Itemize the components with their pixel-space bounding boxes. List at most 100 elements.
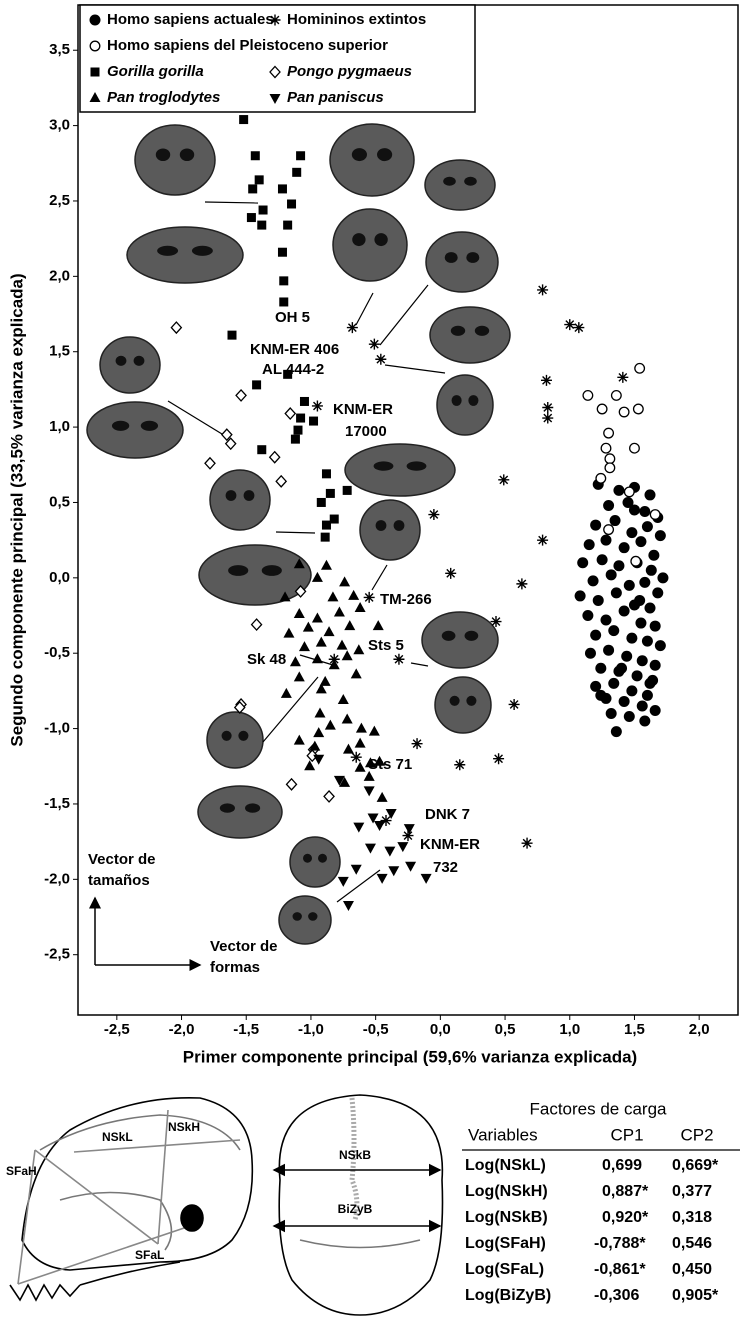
point: [257, 445, 267, 455]
lateral-skull-diagram: [9, 1096, 254, 1302]
point: [639, 715, 651, 727]
point: [287, 199, 297, 209]
point: [628, 504, 640, 516]
point: [618, 542, 630, 554]
point: [613, 560, 625, 572]
point: [388, 866, 400, 877]
point: [618, 605, 630, 617]
y-tick-label: 3,5: [49, 41, 70, 58]
point: [583, 539, 595, 551]
skull-eye: [374, 233, 388, 247]
point: [603, 427, 615, 439]
point: [603, 644, 615, 656]
table-cell: 0,920*: [602, 1209, 649, 1226]
x-tick-label: 1,5: [624, 1021, 645, 1038]
point: [654, 640, 666, 652]
point: [574, 590, 586, 602]
annotation: AL 444-2: [262, 361, 324, 378]
skull-eye: [464, 630, 479, 641]
point: [542, 401, 554, 413]
point: [321, 469, 331, 479]
x-tick-label: 1,0: [559, 1021, 580, 1038]
point: [313, 727, 325, 738]
point: [299, 396, 309, 406]
table-cell: -0,788*: [594, 1235, 646, 1252]
point: [315, 636, 327, 647]
table-cell: Log(NSkL): [465, 1157, 546, 1174]
diagram-label: BiZyB: [338, 1202, 373, 1216]
point: [268, 450, 281, 464]
point: [325, 488, 335, 498]
legend-marker: [89, 92, 101, 102]
point: [283, 627, 295, 638]
point: [617, 371, 629, 383]
y-tick-label: 2,0: [49, 267, 70, 284]
point: [596, 554, 608, 566]
x-tick-label: -1,0: [298, 1021, 324, 1038]
point: [630, 555, 642, 567]
point: [239, 115, 249, 125]
annotation: 17000: [345, 423, 387, 440]
point: [363, 770, 375, 781]
leader-line: [275, 531, 316, 534]
point: [564, 319, 576, 331]
point: [405, 861, 417, 872]
point: [632, 403, 644, 415]
table-cell: Log(NSkB): [465, 1209, 548, 1226]
point: [372, 620, 384, 631]
point: [283, 220, 293, 230]
skull-image: [332, 208, 408, 282]
point: [636, 700, 648, 712]
leader-line: [167, 400, 223, 435]
point: [311, 612, 323, 623]
point: [516, 578, 528, 590]
point: [635, 536, 647, 548]
point: [648, 549, 660, 561]
skull-eye: [245, 803, 261, 813]
y-tick-label: 0,5: [49, 493, 70, 510]
point: [367, 813, 379, 824]
skull-eye: [450, 325, 466, 336]
point: [354, 761, 366, 772]
shape-vector-label: Vector de: [210, 938, 278, 955]
leader-line: [384, 364, 446, 374]
point: [353, 822, 365, 833]
skull-eye: [308, 912, 318, 921]
point: [224, 437, 237, 451]
point: [323, 789, 335, 803]
skull-eye: [444, 252, 458, 263]
y-tick-label: 3,0: [49, 117, 70, 134]
point: [623, 711, 635, 723]
table-cell: 0,905*: [672, 1287, 719, 1304]
point: [644, 677, 656, 689]
point: [342, 900, 354, 911]
point: [279, 591, 291, 602]
point: [626, 685, 638, 697]
skull-eye: [451, 395, 462, 406]
skull-image: [425, 231, 499, 293]
skull-eye: [155, 148, 171, 162]
point: [402, 830, 414, 842]
skull-image: [424, 159, 496, 211]
point: [540, 374, 552, 386]
point: [336, 639, 348, 650]
table-cell: -0,306: [594, 1287, 639, 1304]
point: [220, 428, 233, 442]
annotation: KNM-ER 406: [250, 341, 339, 358]
skull-eye: [292, 912, 302, 921]
skull-eye: [318, 853, 327, 863]
annotation: OH 5: [275, 309, 310, 326]
point: [375, 353, 387, 365]
point: [608, 625, 620, 637]
point: [250, 618, 263, 632]
point: [309, 416, 319, 426]
y-tick-label: 2,5: [49, 192, 70, 209]
point: [428, 509, 440, 521]
point: [605, 708, 617, 720]
point: [639, 506, 651, 518]
annotation: KNM-ER: [333, 401, 393, 418]
diagram-label: SFaL: [135, 1248, 164, 1262]
legend-label: Homininos extintos: [287, 11, 426, 28]
point: [313, 754, 325, 765]
point: [590, 680, 602, 692]
